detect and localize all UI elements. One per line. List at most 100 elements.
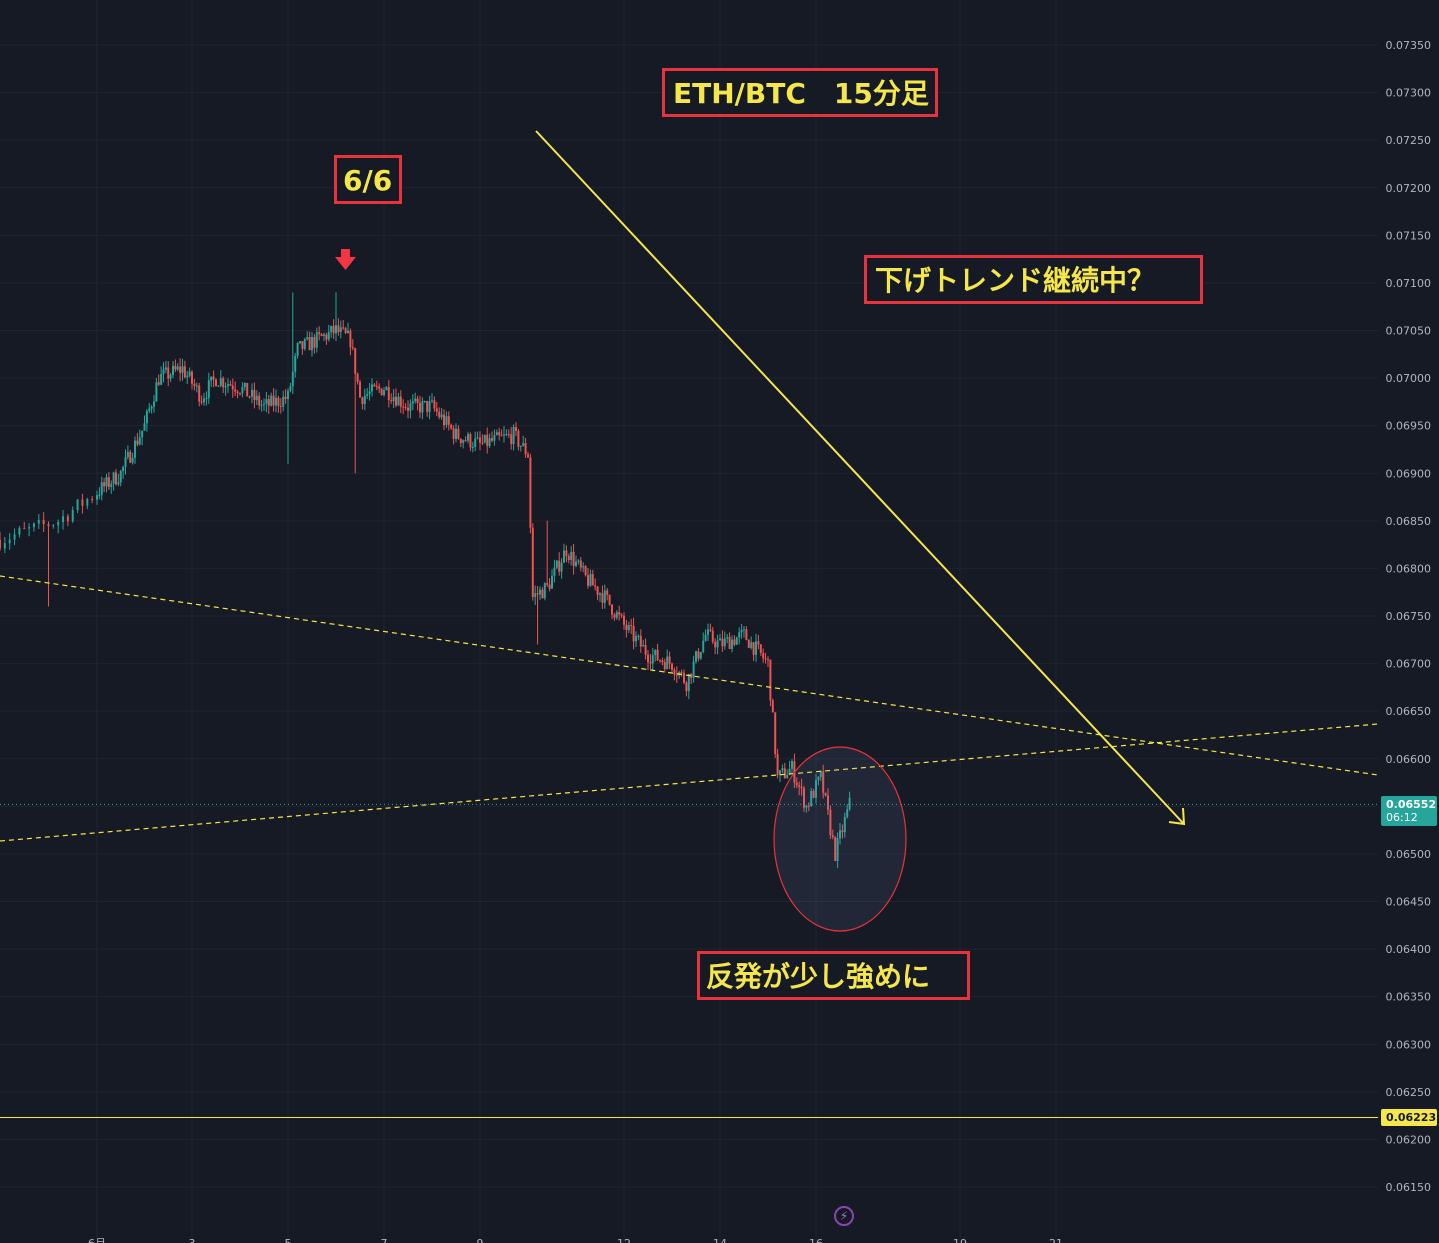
y-tick-label: 0.07100 [1386, 277, 1432, 290]
candle-down [824, 792, 827, 796]
candle-up [195, 385, 198, 387]
candle-down [0, 539, 1, 549]
x-tick-label: 3 [189, 1237, 196, 1243]
candle-up [428, 401, 431, 412]
price-axis[interactable]: 0.07350 0.07300 0.07250 0.07200 0.07150 0.071… [1386, 39, 1432, 1194]
candle-up [726, 637, 729, 639]
candle-up [455, 428, 457, 439]
candle-up [589, 574, 592, 586]
candle-down [620, 614, 623, 616]
candle-down [267, 399, 270, 406]
time-axis[interactable]: 6月 3 5 7 9 12 14 16 19 21 [88, 1237, 1063, 1243]
candle-up [555, 560, 558, 568]
candle-up [723, 638, 726, 647]
candle-up [164, 367, 167, 370]
replay-lightning-icon[interactable]: ⚡ [834, 1206, 854, 1226]
candle-down [647, 654, 649, 663]
candle-up [505, 434, 508, 436]
candle-up [695, 651, 697, 662]
x-tick-label: 5 [285, 1237, 292, 1243]
candle-down [536, 593, 539, 595]
candle-up [347, 330, 349, 334]
y-tick-label: 0.06600 [1386, 753, 1432, 766]
candle-down [757, 641, 760, 645]
candle-up [169, 375, 172, 379]
candle-down [733, 639, 736, 645]
candle-up [779, 770, 781, 775]
date-label: 6/6 [334, 155, 402, 204]
candle-down [776, 754, 779, 775]
candle-up [471, 446, 474, 448]
candle-down [587, 575, 589, 586]
candle-down [375, 386, 378, 388]
candle-down [656, 649, 659, 661]
candle-up [96, 495, 98, 500]
candle-up [651, 655, 654, 664]
candle-down [313, 337, 316, 348]
candle-up [330, 325, 333, 332]
candle-up [366, 394, 369, 396]
candle-down [183, 366, 186, 378]
candle-up [112, 472, 115, 484]
candle-down [258, 395, 261, 406]
candle-up [282, 396, 285, 407]
candle-up [98, 494, 101, 496]
candle-up [207, 380, 210, 399]
ascending-trendline [0, 723, 1379, 842]
candle-down [841, 830, 844, 833]
candle-up [227, 384, 229, 387]
candle-down [546, 583, 549, 585]
candle-down [527, 454, 529, 458]
candle-up [8, 539, 11, 544]
candle-up [251, 389, 253, 397]
candle-up [843, 817, 846, 833]
candle-up [205, 398, 208, 400]
candle-down [222, 378, 225, 388]
candle-down [107, 477, 110, 488]
candle-down [402, 406, 405, 408]
candle-down [464, 440, 467, 442]
candle-down [812, 790, 815, 798]
candle-up [543, 583, 546, 599]
candle-up [414, 398, 417, 402]
candle-down [325, 334, 328, 340]
candle-up [488, 438, 491, 446]
rebound-label: 反発が少し強めに [697, 951, 970, 1000]
candle-up [368, 391, 371, 395]
candle-up [719, 638, 721, 641]
candle-up [37, 519, 40, 524]
candle-down [361, 397, 364, 404]
x-tick-label: 21 [1049, 1237, 1063, 1243]
y-tick-label: 0.06800 [1386, 562, 1432, 575]
candle-up [819, 771, 822, 777]
candle-up [210, 376, 213, 381]
y-tick-label: 0.06150 [1386, 1181, 1432, 1194]
candle-up [143, 423, 146, 431]
candle-down [479, 437, 481, 443]
candle-down [332, 325, 335, 334]
candle-up [100, 482, 103, 495]
candle-down [630, 625, 633, 627]
candle-down [690, 674, 693, 678]
candle-down [318, 332, 321, 335]
candle-up [110, 483, 113, 488]
y-tick-label: 0.06900 [1386, 467, 1432, 480]
candle-up [52, 525, 55, 527]
candle-up [553, 567, 556, 576]
y-tick-label: 0.06850 [1386, 515, 1432, 528]
candle-down [510, 434, 513, 445]
candle-down [659, 660, 661, 662]
candle-down [625, 624, 628, 630]
candle-up [260, 404, 263, 406]
candle-down [829, 809, 832, 836]
candle-down [378, 386, 381, 389]
candle-up [392, 396, 395, 402]
candle-down [767, 659, 769, 661]
candle-up [599, 593, 601, 595]
candle-up [735, 637, 738, 645]
candle-down [783, 768, 786, 779]
candle-up [32, 523, 35, 528]
candle-down [632, 625, 635, 642]
candle-up [176, 366, 179, 370]
